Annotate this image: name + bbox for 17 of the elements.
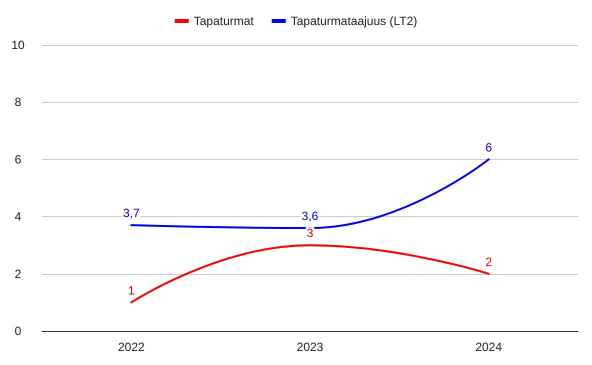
legend-label: Tapaturmataajuus (LT2) xyxy=(290,14,418,28)
y-tick-label: 8 xyxy=(14,95,22,110)
x-tick-label: 2022 xyxy=(118,340,146,354)
legend-label: Tapaturmat xyxy=(194,14,254,28)
y-tick-label: 6 xyxy=(14,152,22,166)
x-tick-label: 2024 xyxy=(475,340,502,354)
data-label: 1 xyxy=(128,283,135,298)
y-tick-label: 10 xyxy=(11,38,25,52)
data-label: 6 xyxy=(485,140,492,154)
x-tick-label: 2023 xyxy=(296,340,324,354)
data-label: 3,6 xyxy=(302,209,319,224)
data-label: 3,7 xyxy=(122,206,140,220)
y-tick-label: 2 xyxy=(14,266,22,281)
y-tick-label: 0 xyxy=(14,324,22,338)
y-tick-label: 4 xyxy=(14,210,22,224)
data-label: 2 xyxy=(485,254,492,269)
data-label: 3 xyxy=(306,226,314,240)
